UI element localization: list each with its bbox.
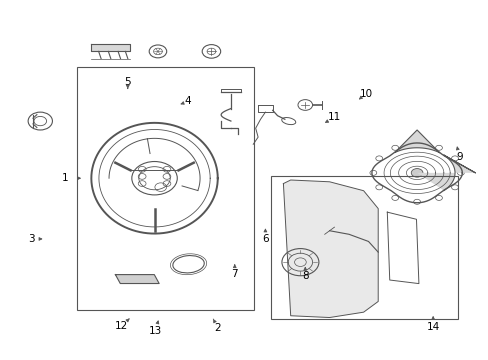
- Polygon shape: [394, 130, 439, 153]
- Bar: [271, 176, 458, 319]
- Polygon shape: [115, 275, 159, 284]
- Circle shape: [410, 168, 422, 177]
- Text: 7: 7: [231, 269, 238, 279]
- Text: 10: 10: [359, 89, 372, 99]
- Text: 3: 3: [28, 234, 35, 244]
- Text: 2: 2: [214, 323, 221, 333]
- Text: 12: 12: [114, 321, 127, 332]
- Text: 8: 8: [302, 271, 308, 282]
- Text: 11: 11: [327, 112, 340, 122]
- Polygon shape: [416, 155, 474, 190]
- Polygon shape: [283, 180, 377, 318]
- Text: 6: 6: [262, 234, 268, 244]
- Text: 13: 13: [148, 326, 162, 336]
- Text: 5: 5: [124, 77, 131, 87]
- Text: 9: 9: [455, 152, 462, 162]
- Bar: [77, 67, 254, 310]
- Text: 1: 1: [62, 173, 69, 183]
- Text: 4: 4: [184, 96, 191, 107]
- Polygon shape: [91, 44, 130, 51]
- Text: 14: 14: [426, 322, 439, 332]
